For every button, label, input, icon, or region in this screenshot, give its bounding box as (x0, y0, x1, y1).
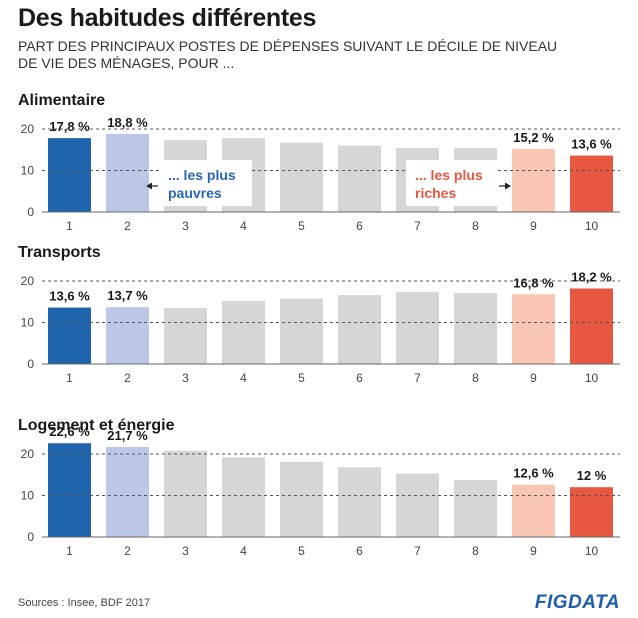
panel-title: Logement et énergie (18, 417, 175, 434)
bar (280, 298, 323, 364)
bar (48, 443, 91, 537)
bar (512, 484, 555, 537)
x-tick-label: 6 (356, 371, 363, 385)
x-tick-label: 6 (356, 544, 363, 558)
x-tick-label: 5 (298, 371, 305, 385)
annotation-poor-arrowhead (146, 182, 152, 190)
x-tick-label: 4 (240, 219, 247, 233)
bar (164, 450, 207, 537)
bar (280, 142, 323, 212)
bar (338, 467, 381, 537)
x-tick-label: 5 (298, 544, 305, 558)
bar (396, 473, 439, 537)
x-tick-label: 2 (124, 371, 131, 385)
bar (570, 155, 613, 212)
x-tick-label: 2 (124, 544, 131, 558)
bar (570, 487, 613, 537)
x-tick-label: 4 (240, 544, 247, 558)
bar (106, 446, 149, 537)
annotation-rich-line1: ... les plus (415, 167, 483, 183)
y-tick-label: 0 (27, 530, 34, 544)
panel-title: Transports (18, 244, 101, 261)
bar (512, 294, 555, 364)
chart-title: Des habitudes différentes (18, 4, 317, 32)
annotation-rich-arrowhead (505, 182, 511, 190)
annotation-rich-line2: riches (415, 185, 456, 201)
bar (48, 307, 91, 364)
bar (512, 148, 555, 212)
data-label: 18,2 % (571, 269, 612, 284)
data-label: 13,6 % (49, 289, 90, 304)
bar (454, 293, 497, 364)
x-tick-label: 1 (66, 219, 73, 233)
bar (338, 295, 381, 364)
data-label: 12 % (577, 468, 607, 483)
data-label: 21,7 % (107, 428, 148, 443)
x-tick-label: 4 (240, 371, 247, 385)
data-label: 13,6 % (571, 137, 612, 152)
chart-subtitle: PART DES PRINCIPAUX POSTES DE DÉPENSES S… (18, 38, 558, 71)
x-tick-label: 1 (66, 544, 73, 558)
y-tick-label: 10 (21, 489, 35, 503)
bar (454, 480, 497, 537)
y-tick-label: 0 (27, 357, 34, 371)
bar (222, 457, 265, 537)
y-tick-label: 10 (21, 164, 35, 178)
x-tick-label: 7 (414, 544, 421, 558)
x-tick-label: 10 (585, 544, 599, 558)
x-tick-label: 3 (182, 544, 189, 558)
x-tick-label: 6 (356, 219, 363, 233)
x-tick-label: 8 (472, 371, 479, 385)
bar (338, 145, 381, 212)
data-label: 22,6 % (49, 424, 90, 439)
y-tick-label: 20 (21, 122, 35, 136)
bar (222, 300, 265, 364)
data-label: 18,8 % (107, 115, 148, 130)
x-tick-label: 8 (472, 219, 479, 233)
bar (106, 307, 149, 364)
x-tick-label: 7 (414, 219, 421, 233)
data-label: 16,8 % (513, 275, 554, 290)
x-tick-label: 10 (585, 371, 599, 385)
bar (570, 288, 613, 364)
x-tick-label: 5 (298, 219, 305, 233)
data-label: 13,7 % (107, 288, 148, 303)
x-tick-label: 9 (530, 219, 537, 233)
x-tick-label: 7 (414, 371, 421, 385)
annotation-poor-line1: ... les plus (168, 167, 236, 183)
x-tick-label: 10 (585, 219, 599, 233)
y-tick-label: 20 (21, 447, 35, 461)
annotation-box-rich (406, 160, 498, 206)
x-tick-label: 8 (472, 544, 479, 558)
annotation-box-poor (160, 160, 252, 206)
data-label: 12,6 % (513, 466, 554, 481)
x-tick-label: 9 (530, 371, 537, 385)
bar (396, 291, 439, 364)
source-note: Sources : Insee, BDF 2017 (18, 597, 151, 609)
bar (164, 307, 207, 364)
y-tick-label: 10 (21, 316, 35, 330)
x-tick-label: 2 (124, 219, 131, 233)
panel-title: Alimentaire (18, 92, 105, 109)
x-tick-label: 1 (66, 371, 73, 385)
x-tick-label: 3 (182, 219, 189, 233)
x-tick-label: 3 (182, 371, 189, 385)
y-tick-label: 20 (21, 274, 35, 288)
annotation-poor-line2: pauvres (168, 185, 222, 201)
bar (106, 133, 149, 212)
figdata-logo: FIGDATA (534, 592, 620, 613)
bar (280, 461, 323, 537)
x-tick-label: 9 (530, 544, 537, 558)
data-label: 15,2 % (513, 130, 554, 145)
data-label: 17,8 % (49, 119, 90, 134)
y-tick-label: 0 (27, 205, 34, 219)
bar (48, 138, 91, 212)
